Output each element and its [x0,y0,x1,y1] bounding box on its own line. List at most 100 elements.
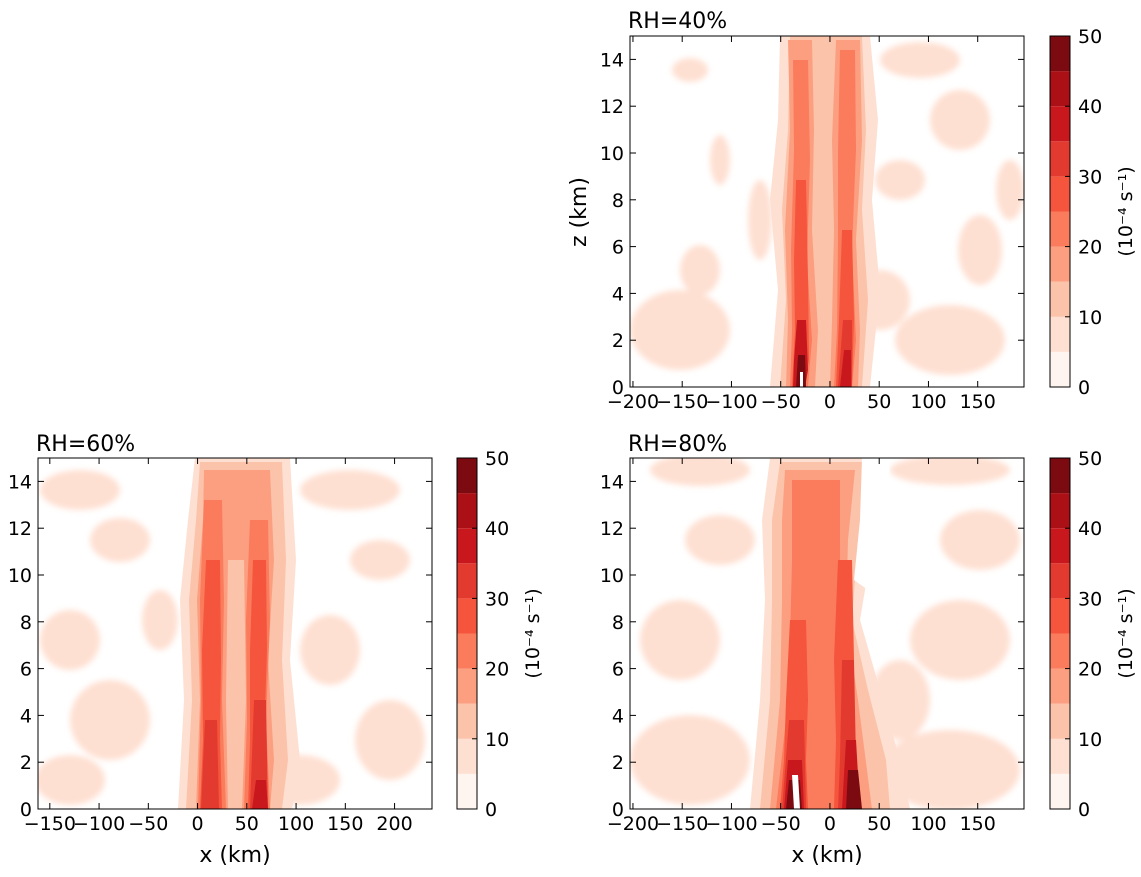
colorbar-tick-label: 0 [1078,799,1090,821]
colorbar-segment [1050,633,1070,669]
x-tick-label: 100 [910,813,946,835]
x-tick-label: 50 [867,391,891,413]
y-tick-label: 8 [612,190,624,212]
colorbar-segment [457,598,477,634]
ticks-rh60: −150−100 −50 0 50 100 150 200 0 2 4 6 8 10 12 14 [8,458,432,835]
colorbar-segment [457,493,477,529]
y-tick-label: 12 [600,96,624,118]
colorbar-segment [1050,493,1070,529]
colorbar-segment [457,528,477,564]
x-tick-label: −50 [128,813,168,835]
xlabel-rh80: x (km) [791,843,862,868]
colorbar-segment [1050,211,1070,247]
colorbar-segment [1050,316,1070,352]
colorbar-tick-label: 20 [1078,659,1102,681]
colorbar-rh40: 0 10 20 30 40 50 (10⁻⁴ s⁻¹) [1049,26,1137,399]
colorbar-rh60: 0 10 20 30 40 50 (10⁻⁴ s⁻¹) [456,448,544,821]
ylabel-rh40: z (km) [567,177,592,247]
colorbar-tick-label: 40 [1078,96,1102,118]
colorbar-frame [1049,35,1071,388]
colorbar-tick-label: 30 [1078,588,1102,610]
colorbar-tick-label: 50 [1078,448,1102,470]
colorbar-tick-label: 0 [1078,377,1090,399]
y-tick-label: 14 [600,471,624,493]
heatmap-rh80 [630,458,1024,809]
colorbar-tick-label: 30 [485,588,509,610]
colorbar-segment [1050,246,1070,282]
y-tick-label: 0 [20,799,32,821]
x-tick-label: 50 [235,813,259,835]
colorbar-segment [1050,176,1070,212]
x-tick-label: −150 [656,813,708,835]
colorbar-label: (10⁻⁴ s⁻¹) [1115,588,1137,678]
x-tick-label: 150 [960,813,996,835]
x-tick-label: −200 [607,813,659,835]
y-tick-label: 12 [600,518,624,540]
colorbar-label: (10⁻⁴ s⁻¹) [522,588,544,678]
x-tick-label: 100 [910,391,946,413]
panel-rh60: −150−100 −50 0 50 100 150 200 0 2 4 6 8 10 12 14 RH=60… [8,432,433,868]
title-rh60: RH=60% [36,432,135,457]
x-tick-label: −100 [73,813,125,835]
colorbar-tick-label: 50 [485,448,509,470]
x-tick-label: 150 [327,813,363,835]
y-tick-label: 8 [612,612,624,634]
colorbar-segment [1050,528,1070,564]
y-tick-label: 10 [600,143,624,165]
colorbar-segment [457,738,477,774]
colorbar-tick-label: 10 [1078,307,1102,329]
colorbar-segment [1050,598,1070,634]
colorbar-tick-label: 20 [485,659,509,681]
colorbar-segment [1050,703,1070,739]
y-tick-label: 14 [8,471,32,493]
colorbar-segment [1050,351,1070,387]
colorbar-segment [1050,738,1070,774]
y-tick-label: 10 [8,565,32,587]
colorbar-segment [457,458,477,494]
colorbar-segment [1050,36,1070,72]
y-tick-label: 8 [20,612,32,634]
colorbar-tick-label: 20 [1078,237,1102,259]
colorbar-segment [457,633,477,669]
y-tick-label: 14 [600,49,624,71]
x-tick-label: 0 [192,813,204,835]
y-tick-label: 6 [612,659,624,681]
y-tick-label: 0 [612,377,624,399]
colorbar-segment [1050,563,1070,599]
axes-frame-rh60 [37,457,433,810]
x-tick-label: −50 [761,391,801,413]
y-tick-label: 6 [612,237,624,259]
x-tick-label: −150 [24,813,76,835]
x-tick-label: −100 [705,813,757,835]
title-rh40: RH=40% [628,9,727,34]
x-tick-label: 100 [278,813,314,835]
colorbar-tick-label: 40 [485,518,509,540]
colorbar-segment [457,773,477,809]
colorbar-tick-label: 10 [485,729,509,751]
colorbar-tick-label: 30 [1078,166,1102,188]
y-tick-label: 4 [612,283,624,305]
colorbar-segment [1050,141,1070,177]
x-tick-label: −100 [705,391,757,413]
colorbar-rh80: 0 10 20 30 40 50 (10⁻⁴ s⁻¹) [1049,448,1137,821]
colorbar-tick-label: 0 [485,799,497,821]
ticks-rh80: −200−150−100 −50 0 50 100 150 0 2 4 6 8 10 12 14 [600,458,1024,835]
x-tick-label: 0 [824,813,836,835]
y-tick-label: 0 [612,799,624,821]
axes-frame-rh80 [629,457,1025,810]
x-tick-label: −150 [656,391,708,413]
colorbar-segment [1050,281,1070,317]
heatmap-rh40 [630,36,1024,387]
colorbar-segment [457,563,477,599]
colorbar-frame [456,457,478,810]
y-tick-label: 4 [612,705,624,727]
panel-rh40: −200−150−100 −50 0 50 100 150 0 2 4 6 8 10 12 14 RH=4… [567,9,1025,413]
panel-rh80: −200−150−100 −50 0 50 100 150 0 2 4 6 8 10 12 14 RH=8… [600,432,1025,868]
colorbar-segment [1050,458,1070,494]
y-tick-label: 2 [20,752,32,774]
x-tick-label: 0 [824,391,836,413]
colorbar-segment [1050,668,1070,704]
colorbar-frame [1049,457,1071,810]
y-tick-label: 6 [20,659,32,681]
